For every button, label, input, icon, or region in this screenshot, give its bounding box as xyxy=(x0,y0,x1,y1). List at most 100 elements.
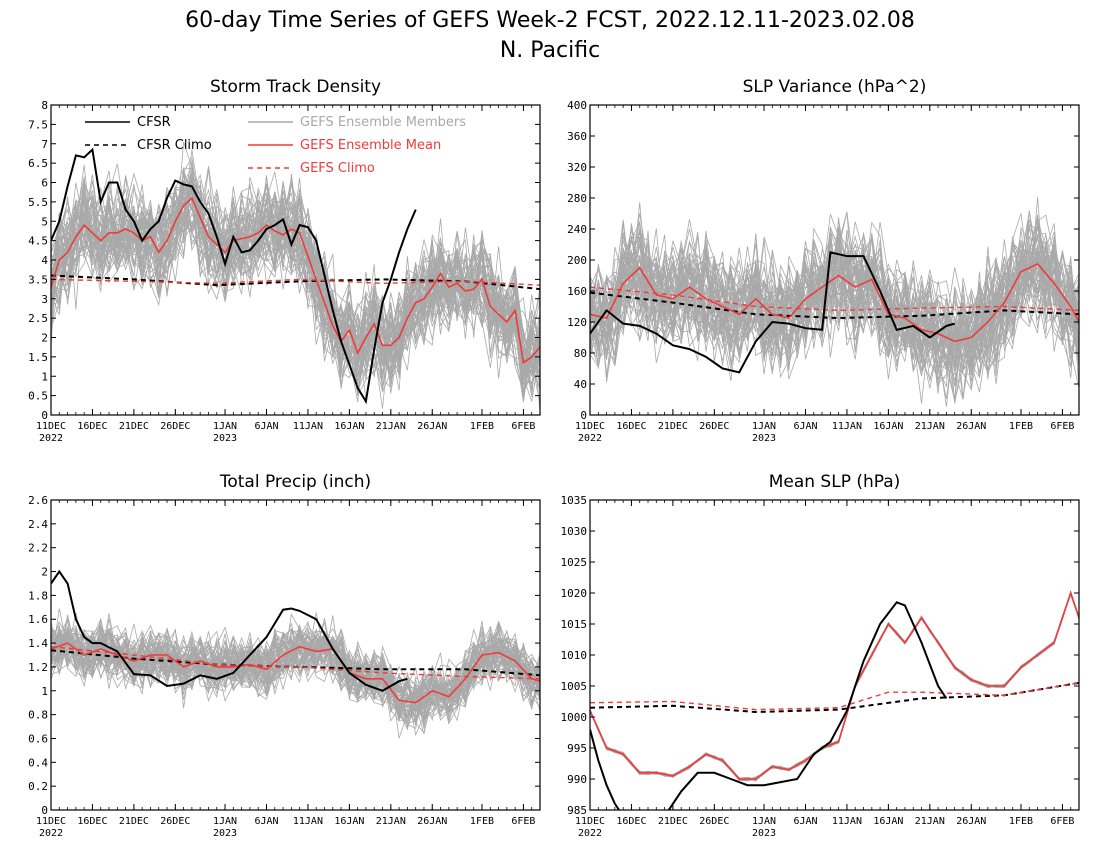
y-tick-label: 6 xyxy=(41,177,48,190)
panel-title: Storm Track Density xyxy=(210,77,381,97)
ensemble-member-line xyxy=(590,592,1079,781)
y-tick-label: 0 xyxy=(580,409,587,422)
y-tick-label: 280 xyxy=(567,192,587,205)
y-tick-label: 2 xyxy=(41,566,48,579)
y-tick-label: 2.4 xyxy=(28,518,48,531)
figure-subtitle: N. Pacific xyxy=(500,38,600,63)
y-tick-label: 3.5 xyxy=(28,273,48,286)
panel-4: Mean SLP (hPa) 985 990 995 1000 1005 1010 1015 1… xyxy=(561,472,1080,839)
y-tick-label: 1010 xyxy=(561,649,588,662)
y-tick-label: 985 xyxy=(567,804,587,817)
x-year-label: 2022 xyxy=(578,828,602,839)
legend-label: CFSR xyxy=(137,115,171,130)
x-tick-label: 26JAN xyxy=(956,816,986,827)
x-tick-label: 26DEC xyxy=(160,421,190,432)
ensemble-member-line xyxy=(590,592,1079,781)
y-tick-label: 1.2 xyxy=(28,661,48,674)
x-tick-label: 21DEC xyxy=(119,816,149,827)
plot-frame xyxy=(589,499,1080,811)
x-tick-label: 26JAN xyxy=(956,421,986,432)
ensemble-member-line xyxy=(590,235,1079,394)
y-tick-label: 40 xyxy=(574,378,587,391)
x-tick-label: 6FEB xyxy=(511,421,535,432)
y-tick-label: 1 xyxy=(41,685,48,698)
y-tick-label: 1000 xyxy=(561,711,588,724)
x-tick-label: 16DEC xyxy=(77,816,107,827)
y-tick-label: 990 xyxy=(567,773,587,786)
x-tick-label: 21JAN xyxy=(915,816,945,827)
series-line-cfsr-climo xyxy=(51,649,540,677)
panel-1: Storm Track Density 0 0.5 1 1.5 2 2.5 3 3.5 4 4.5 5… xyxy=(28,77,541,444)
y-tick-label: 3 xyxy=(41,293,48,306)
series-line-gefs-climo xyxy=(51,278,540,286)
series-line-gefs-ensemble-mean xyxy=(590,262,1079,343)
series-line-gefs-ensemble-mean xyxy=(51,196,540,365)
x-tick-label: 21JAN xyxy=(376,816,406,827)
ensemble-member-line xyxy=(51,188,540,395)
series-line-gefs-climo xyxy=(590,286,1079,312)
ensemble-member-line xyxy=(51,619,540,718)
x-tick-label: 26JAN xyxy=(417,421,447,432)
x-tick-label: 16DEC xyxy=(616,816,646,827)
ensemble-member-line xyxy=(590,591,1079,781)
series-line-gefs-climo xyxy=(51,646,540,680)
y-tick-label: 1005 xyxy=(561,680,588,693)
y-tick-label: 0 xyxy=(41,409,48,422)
y-tick-label: 2 xyxy=(41,332,48,345)
x-tick-label: 16JAN xyxy=(334,421,364,432)
ensemble-member-line xyxy=(51,608,540,710)
x-tick-label: 1JAN xyxy=(213,421,237,432)
ensemble-member-line xyxy=(590,593,1079,781)
ensemble-member-line xyxy=(590,593,1079,780)
x-tick-label: 6JAN xyxy=(793,421,817,432)
ensemble-members xyxy=(590,196,1079,407)
ensemble-member-line xyxy=(51,196,540,398)
y-tick-label: 1025 xyxy=(561,556,588,569)
y-tick-label: 240 xyxy=(567,223,587,236)
x-tick-label: 16JAN xyxy=(334,816,364,827)
y-tick-label: 1030 xyxy=(561,525,588,538)
panel-3: Total Precip (inch) 0 0.2 0.4 0.6 0.8 1 1.2 1.4 1… xyxy=(28,472,541,839)
series-line-gefs-ensemble-mean xyxy=(51,642,540,704)
x-tick-label: 1FEB xyxy=(470,816,494,827)
ensemble-member-line xyxy=(51,629,540,726)
ensemble-member-line xyxy=(590,240,1079,373)
ensemble-member-line xyxy=(590,593,1079,781)
ensemble-member-line xyxy=(590,212,1079,371)
x-tick-label: 6FEB xyxy=(1050,816,1074,827)
y-tick-label: 7 xyxy=(41,138,48,151)
x-year-label: 2022 xyxy=(578,433,602,444)
legend-label: CFSR Climo xyxy=(137,138,212,153)
y-tick-label: 995 xyxy=(567,742,587,755)
y-tick-label: 2.5 xyxy=(28,312,48,325)
x-tick-label: 21JAN xyxy=(915,421,945,432)
ensemble-member-line xyxy=(590,592,1079,780)
panel-2: SLP Variance (hPa^2) 0 40 80 120 160 200 240 280… xyxy=(567,77,1080,444)
x-tick-label: 1JAN xyxy=(752,816,776,827)
ensemble-member-line xyxy=(590,224,1079,382)
y-tick-label: 5.5 xyxy=(28,196,48,209)
y-tick-label: 2.2 xyxy=(28,542,48,555)
x-tick-label: 26DEC xyxy=(160,816,190,827)
y-tick-label: 1.4 xyxy=(28,637,48,650)
x-tick-label: 1FEB xyxy=(1009,421,1033,432)
ensemble-member-line xyxy=(51,628,540,703)
y-tick-label: 160 xyxy=(567,285,587,298)
panel-title: Mean SLP (hPa) xyxy=(769,472,901,492)
ensemble-members xyxy=(51,608,540,739)
figure-title: 60-day Time Series of GEFS Week-2 FCST, … xyxy=(185,8,915,33)
legend: CFSR CFSR Climo GEFS Ensemble Members GEFS … xyxy=(85,115,466,176)
y-tick-label: 0.5 xyxy=(28,390,48,403)
x-year-label: 2022 xyxy=(39,433,63,444)
x-tick-label: 6JAN xyxy=(254,421,278,432)
y-tick-label: 360 xyxy=(567,130,587,143)
x-year-label: 2023 xyxy=(213,433,237,444)
y-tick-label: 1015 xyxy=(561,618,588,631)
ensemble-member-line xyxy=(590,593,1079,780)
ensemble-members xyxy=(51,141,540,411)
plot-frame xyxy=(50,499,541,811)
series-line-cfsr xyxy=(590,601,948,810)
y-tick-label: 1035 xyxy=(561,494,588,507)
x-tick-label: 11JAN xyxy=(293,816,323,827)
